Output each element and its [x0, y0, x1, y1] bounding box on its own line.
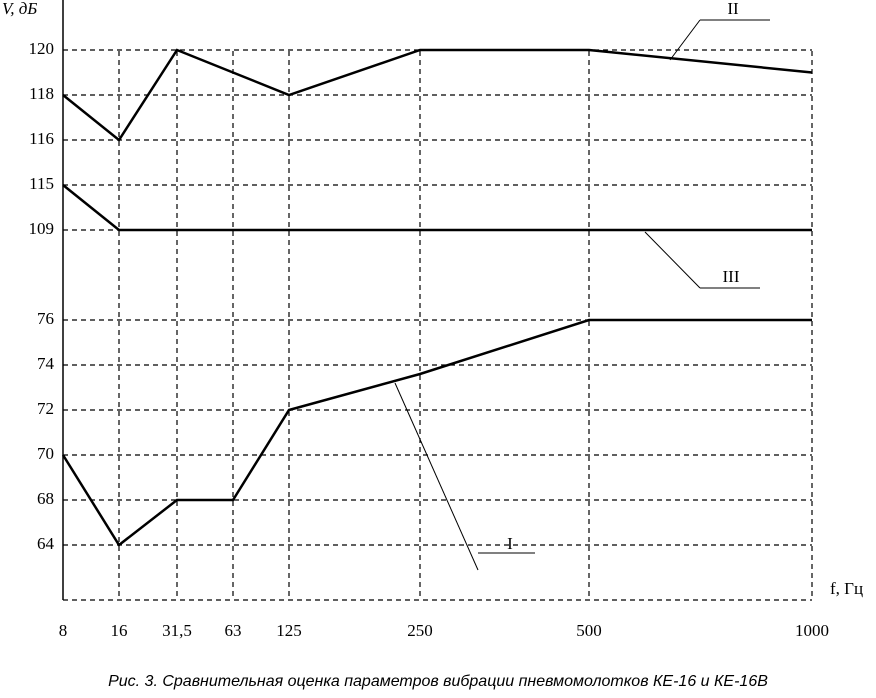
- series-label: II: [727, 0, 739, 18]
- y-tick-label: 72: [37, 399, 54, 418]
- x-tick-label: 63: [225, 621, 242, 640]
- series-line: [62, 184, 812, 232]
- x-tick-label: 8: [59, 621, 68, 640]
- leader: [644, 231, 701, 289]
- y-axis-label: V, дБ: [2, 0, 37, 18]
- x-tick-label: 250: [407, 621, 433, 640]
- y-tick-label: 115: [29, 174, 54, 193]
- x-tick-label: 31,5: [162, 621, 192, 640]
- y-tick-label: 76: [37, 309, 54, 328]
- y-tick-label: 118: [29, 84, 54, 103]
- y-tick-label: 116: [29, 129, 54, 148]
- y-tick-label: 68: [37, 489, 54, 508]
- series-line: [61, 318, 812, 547]
- x-axis-label: f, Гц: [830, 579, 863, 598]
- x-tick-label: 500: [576, 621, 602, 640]
- y-tick-label: 120: [29, 39, 55, 58]
- caption: Рис. 3. Сравнительная оценка параметров …: [108, 673, 768, 690]
- y-tick-label: 64: [37, 534, 55, 553]
- y-tick-label: 70: [37, 444, 54, 463]
- x-tick-label: 1000: [795, 621, 829, 640]
- y-tick-label: 109: [29, 219, 55, 238]
- x-tick-label: 16: [111, 621, 128, 640]
- leader: [669, 19, 701, 61]
- y-tick-label: 74: [37, 354, 55, 373]
- series-label: I: [507, 534, 513, 553]
- x-tick-label: 125: [276, 621, 302, 640]
- leader: [394, 382, 479, 571]
- series-label: III: [723, 267, 740, 286]
- series-line: [62, 48, 813, 142]
